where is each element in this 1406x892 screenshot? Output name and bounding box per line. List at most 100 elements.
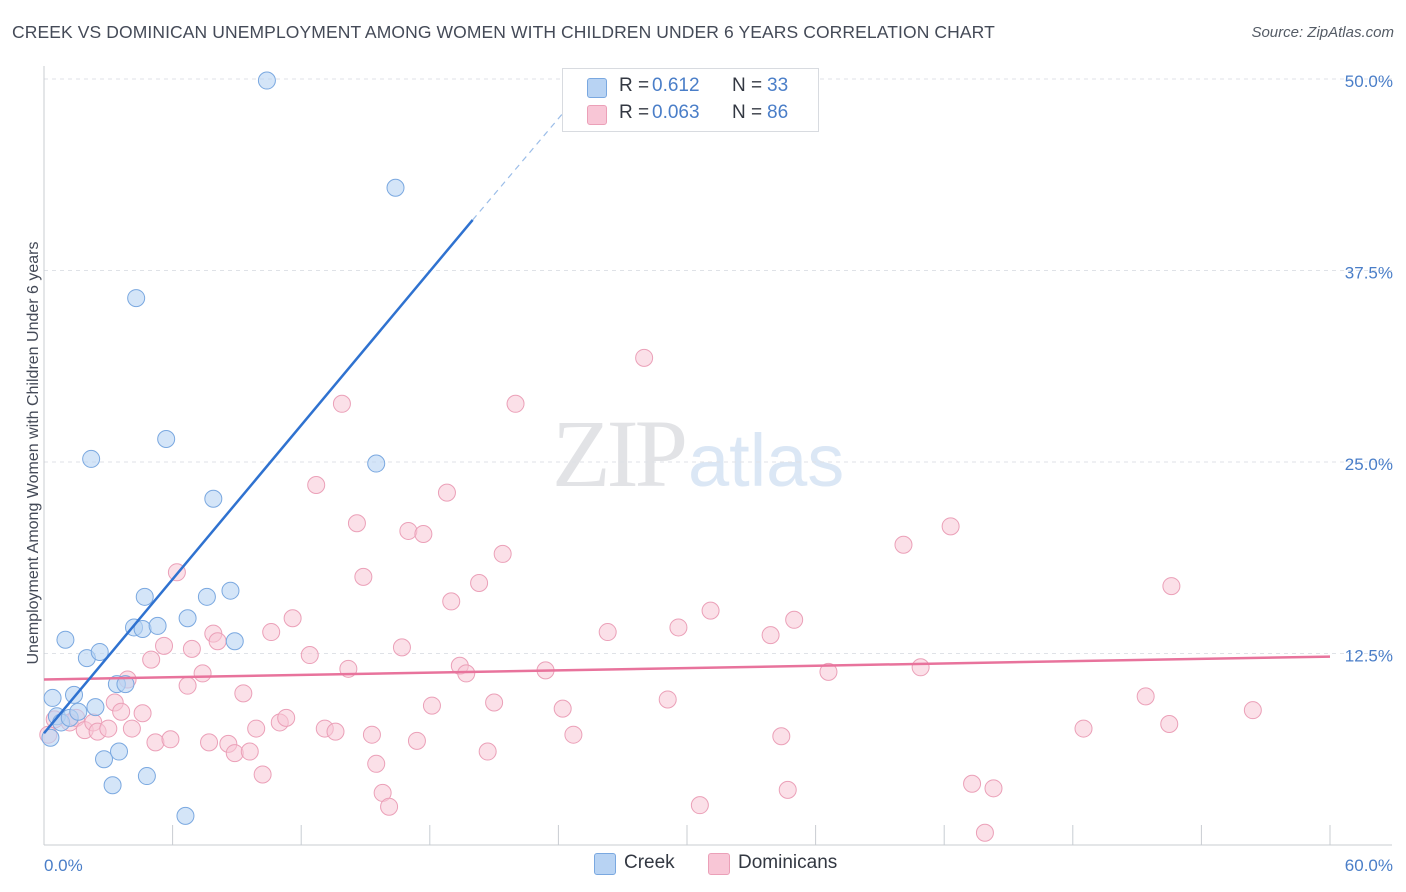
legend-r-value: 0.063 bbox=[652, 102, 700, 123]
creek-point bbox=[204, 489, 223, 508]
creek-point bbox=[178, 609, 197, 628]
dominicans-point bbox=[690, 796, 709, 815]
creek-point bbox=[82, 449, 101, 468]
dominicans-legend-label: Dominicans bbox=[738, 852, 838, 873]
dominicans-point bbox=[478, 742, 497, 761]
dominicans-point bbox=[99, 719, 118, 738]
creek-swatch bbox=[587, 78, 607, 98]
creek-point bbox=[148, 616, 167, 635]
dominicans-point bbox=[894, 535, 913, 554]
legend-r-label: R = bbox=[619, 75, 650, 96]
dominicans-swatch bbox=[587, 105, 607, 125]
y-axis-title: Unemployment Among Women with Children U… bbox=[25, 241, 42, 664]
creek-point bbox=[386, 178, 405, 197]
dominicans-point bbox=[208, 632, 227, 651]
trend-lines bbox=[43, 80, 1331, 734]
dominicans-trend-line bbox=[43, 655, 1331, 681]
legend-n-label: N = bbox=[732, 102, 763, 123]
dominicans-point bbox=[367, 754, 386, 773]
dominicans-point bbox=[307, 475, 326, 494]
x-tick-label: 0.0% bbox=[44, 856, 83, 875]
dominicans-point bbox=[470, 574, 489, 593]
creek-point bbox=[90, 642, 109, 661]
dominicans-point bbox=[146, 733, 165, 752]
legend-n-value: 86 bbox=[767, 102, 789, 123]
dominicans-point bbox=[253, 765, 272, 784]
dominicans-point bbox=[240, 742, 259, 761]
dominicans-point bbox=[262, 623, 281, 642]
creek-points bbox=[41, 71, 405, 825]
legend-n-value: 33 bbox=[767, 75, 789, 96]
creek-point bbox=[176, 806, 195, 825]
dominicans-point bbox=[142, 650, 161, 669]
dominicans-point bbox=[407, 731, 426, 750]
x-tick-label: 60.0% bbox=[1345, 856, 1393, 875]
dominicans-point bbox=[122, 719, 141, 738]
dominicans-point bbox=[326, 722, 345, 741]
dominicans-point bbox=[635, 348, 654, 367]
dominicans-point bbox=[598, 623, 617, 642]
creek-point bbox=[135, 587, 154, 606]
dominicans-point bbox=[247, 719, 266, 738]
dominicans-point bbox=[778, 780, 797, 799]
creek-legend-swatch bbox=[594, 853, 616, 875]
dominicans-points bbox=[39, 348, 1262, 842]
dominicans-point bbox=[277, 708, 296, 727]
dominicans-point bbox=[399, 521, 418, 540]
creek-point bbox=[157, 430, 176, 449]
dominicans-point bbox=[347, 514, 366, 533]
creek-point bbox=[116, 675, 135, 694]
dominicans-point bbox=[161, 730, 180, 749]
creek-point bbox=[41, 728, 60, 747]
dominicans-point bbox=[1074, 719, 1093, 738]
dominicans-point bbox=[155, 636, 174, 655]
creek-point bbox=[110, 742, 129, 761]
dominicans-point bbox=[669, 618, 688, 637]
y-tick-labels: 12.5% 25.0% 37.5% 50.0% bbox=[1345, 72, 1393, 666]
dominicans-point bbox=[1243, 701, 1262, 720]
dominicans-point bbox=[564, 725, 583, 744]
y-tick-label: 12.5% bbox=[1345, 647, 1393, 666]
creek-point bbox=[137, 767, 156, 786]
y-tick-label: 25.0% bbox=[1345, 455, 1393, 474]
dominicans-point bbox=[1136, 687, 1155, 706]
dominicans-point bbox=[362, 725, 381, 744]
creek-point bbox=[221, 581, 240, 600]
creek-trend-extension bbox=[472, 80, 592, 221]
dominicans-point bbox=[963, 774, 982, 793]
creek-point bbox=[43, 688, 62, 707]
creek-point bbox=[69, 702, 88, 721]
legend-r-label: R = bbox=[619, 102, 650, 123]
dominicans-point bbox=[354, 567, 373, 586]
watermark-atlas: atlas bbox=[688, 419, 845, 502]
dominicans-point bbox=[332, 394, 351, 413]
creek-point bbox=[257, 71, 276, 90]
dominicans-point bbox=[178, 676, 197, 695]
source-label: Source: ZipAtlas.com bbox=[1251, 24, 1394, 41]
dominicans-point bbox=[414, 525, 433, 544]
dominicans-point bbox=[1162, 577, 1181, 596]
dominicans-point bbox=[112, 702, 131, 721]
dominicans-point bbox=[493, 544, 512, 563]
dominicans-point bbox=[975, 823, 994, 842]
creek-point bbox=[95, 750, 114, 769]
creek-point bbox=[225, 632, 244, 651]
grid-lines bbox=[44, 78, 1392, 654]
dominicans-point bbox=[984, 779, 1003, 798]
dominicans-point bbox=[182, 639, 201, 658]
dominicans-point bbox=[193, 664, 212, 683]
dominicans-point bbox=[300, 646, 319, 665]
chart-title: CREEK VS DOMINICAN UNEMPLOYMENT AMONG WO… bbox=[12, 22, 995, 42]
creek-point bbox=[127, 289, 146, 308]
creek-legend-label: Creek bbox=[624, 852, 675, 873]
dominicans-point bbox=[761, 626, 780, 645]
correlation-legend: R = 0.612 N = 33 R = 0.063 N = 86 bbox=[562, 68, 819, 132]
dominicans-point bbox=[485, 693, 504, 712]
creek-point bbox=[103, 776, 122, 795]
dominicans-point bbox=[941, 517, 960, 536]
dominicans-point bbox=[506, 394, 525, 413]
creek-point bbox=[86, 698, 105, 717]
creek-point bbox=[197, 587, 216, 606]
dominicans-legend-swatch bbox=[708, 853, 730, 875]
